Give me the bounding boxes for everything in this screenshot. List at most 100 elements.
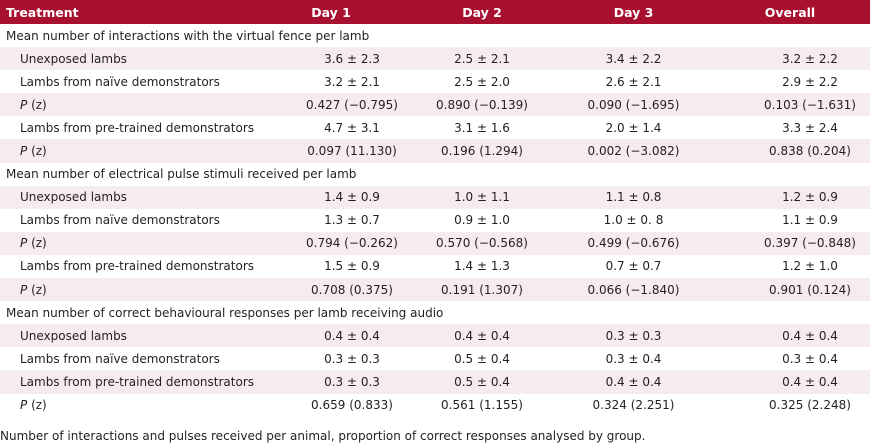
table-row: Lambs from pre-trained demonstrators 4.7 … [0,116,870,139]
p-value-label: P (z) [0,93,255,117]
table-row: Lambs from pre-trained demonstrators 0.3 … [0,370,870,394]
row-label: Lambs from naïve demonstrators [20,74,220,89]
cell-day-3: 0.066 (−1.840) [557,278,710,302]
row-label: Lambs from pre-trained demonstrators [20,259,255,274]
row-label: Unexposed lambs [0,324,255,348]
cell-overall: 0.103 (−1.631) [710,93,870,117]
cell-day-3: 1.0 ± 0. 8 [603,213,664,228]
table-row: P (z) 0.794 (−0.262) 0.570 (−0.568) 0.499 (… [0,231,870,255]
cell-overall: 0.325 (2.248) [769,398,851,413]
cell-day-3: 0.002 (−3.082) [557,139,710,163]
cell-overall: 0.3 ± 0.4 [782,351,838,366]
section-title: Mean number of correct behavioural respo… [6,305,444,320]
cell-day-3: 2.6 ± 2.1 [605,74,662,89]
cell-day-1: 0.427 (−0.795) [255,93,407,117]
p-z-suffix: (z) [27,398,47,413]
cell-day-1: 0.3 ± 0.3 [324,351,380,366]
header-day-3: Day 3 [557,0,710,24]
cell-day-1: 3.6 ± 2.3 [255,47,407,71]
section-row: Mean number of electrical pulse stimuli … [0,163,870,186]
header-overall: Overall [710,0,870,24]
row-label: Unexposed lambs [0,185,255,209]
cell-day-1: 0.4 ± 0.4 [255,324,407,348]
cell-day-1: 0.708 (0.375) [255,278,407,302]
cell-day-2: 1.4 ± 1.3 [454,259,510,274]
table-caption: Number of interactions and pulses receiv… [0,429,646,443]
cell-day-1: 1.3 ± 0.7 [324,213,380,228]
p-value-label: P (z) [0,278,255,302]
section-title: Mean number of interactions with the vir… [6,28,370,43]
table-row: Unexposed lambs 3.6 ± 2.3 2.5 ± 2.1 3.4 ± 2… [0,47,870,71]
p-symbol: P [20,236,28,251]
cell-overall: 0.838 (0.204) [710,139,870,163]
cell-day-2: 1.0 ± 1.1 [407,185,557,209]
table-row: P (z) 0.659 (0.833) 0.561 (1.155) 0.324 (2.… [0,394,870,417]
table-row: Unexposed lambs 0.4 ± 0.4 0.4 ± 0.4 0.3 ± 0… [0,324,870,348]
p-symbol: P [20,398,28,413]
cell-overall: 2.9 ± 2.2 [782,74,838,89]
cell-overall: 3.2 ± 2.2 [710,47,870,71]
cell-overall: 1.1 ± 0.9 [782,213,838,228]
table-row: P (z) 0.427 (−0.795) 0.890 (−0.139) 0.090 (… [0,93,870,117]
row-label: Unexposed lambs [0,47,255,71]
header-treatment: Treatment [0,0,255,24]
cell-day-2: 0.4 ± 0.4 [407,324,557,348]
cell-day-3: 0.499 (−0.676) [557,231,710,255]
cell-day-1: 1.5 ± 0.9 [324,259,380,274]
p-value-label: P (z) [0,139,255,163]
row-label: Lambs from naïve demonstrators [20,213,220,228]
row-label: Lambs from naïve demonstrators [20,351,220,366]
cell-day-1: 0.3 ± 0.3 [255,370,407,394]
p-z-suffix: (z) [27,144,47,159]
cell-overall: 0.4 ± 0.4 [710,370,870,394]
cell-day-1: 4.7 ± 3.1 [324,120,380,135]
cell-day-3: 0.324 (2.251) [592,398,675,413]
table-row: P (z) 0.708 (0.375) 0.191 (1.307) 0.066 (−1… [0,278,870,302]
cell-day-1: 0.794 (−0.262) [255,231,407,255]
cell-day-1: 0.097 (11.130) [255,139,407,163]
table-row: Lambs from pre-trained demonstrators 1.5 … [0,255,870,278]
cell-day-2: 2.5 ± 2.0 [454,74,510,89]
header-day-2: Day 2 [407,0,557,24]
row-label: Lambs from pre-trained demonstrators [20,120,255,135]
table-header-row: Treatment Day 1 Day 2 Day 3 Overall [0,0,870,24]
table-body: Mean number of interactions with the vir… [0,24,870,417]
cell-overall: 0.901 (0.124) [710,278,870,302]
cell-day-2: 2.5 ± 2.1 [407,47,557,71]
cell-day-1: 1.4 ± 0.9 [255,185,407,209]
table-row: Lambs from naïve demonstrators 0.3 ± 0.3 0… [0,347,870,370]
cell-day-3: 3.4 ± 2.2 [557,47,710,71]
cell-day-1: 0.659 (0.833) [311,398,393,413]
cell-day-3: 2.0 ± 1.4 [605,120,662,135]
p-z-suffix: (z) [27,97,47,112]
cell-day-2: 0.570 (−0.568) [407,231,557,255]
table-row: Lambs from naïve demonstrators 3.2 ± 2.1 2… [0,70,870,93]
cell-day-3: 0.3 ± 0.4 [605,351,662,366]
cell-day-1: 3.2 ± 2.1 [324,74,380,89]
cell-overall: 0.4 ± 0.4 [710,324,870,348]
cell-day-2: 0.5 ± 0.4 [454,351,510,366]
cell-day-3: 0.3 ± 0.3 [557,324,710,348]
section-title: Mean number of electrical pulse stimuli … [6,167,357,182]
p-symbol: P [20,97,28,112]
p-value-label: P (z) [0,394,255,417]
cell-day-2: 0.196 (1.294) [407,139,557,163]
table-row: Unexposed lambs 1.4 ± 0.9 1.0 ± 1.1 1.1 ± 0… [0,185,870,209]
cell-day-3: 0.090 (−1.695) [557,93,710,117]
section-row: Mean number of correct behavioural respo… [0,301,870,324]
p-symbol: P [20,144,28,159]
header-day-1: Day 1 [255,0,407,24]
p-value-label: P (z) [0,231,255,255]
table-row: P (z) 0.097 (11.130) 0.196 (1.294) 0.002 (−… [0,139,870,163]
row-label: Lambs from pre-trained demonstrators [0,370,255,394]
cell-day-3: 0.4 ± 0.4 [557,370,710,394]
cell-day-3: 0.7 ± 0.7 [605,259,662,274]
cell-day-3: 1.1 ± 0.8 [557,185,710,209]
cell-day-2: 0.9 ± 1.0 [454,213,510,228]
cell-day-2: 0.191 (1.307) [407,278,557,302]
cell-day-2: 3.1 ± 1.6 [454,120,510,135]
section-row: Mean number of interactions with the vir… [0,24,870,47]
cell-overall: 1.2 ± 1.0 [782,259,838,274]
results-table: Treatment Day 1 Day 2 Day 3 Overall Mean… [0,0,870,417]
